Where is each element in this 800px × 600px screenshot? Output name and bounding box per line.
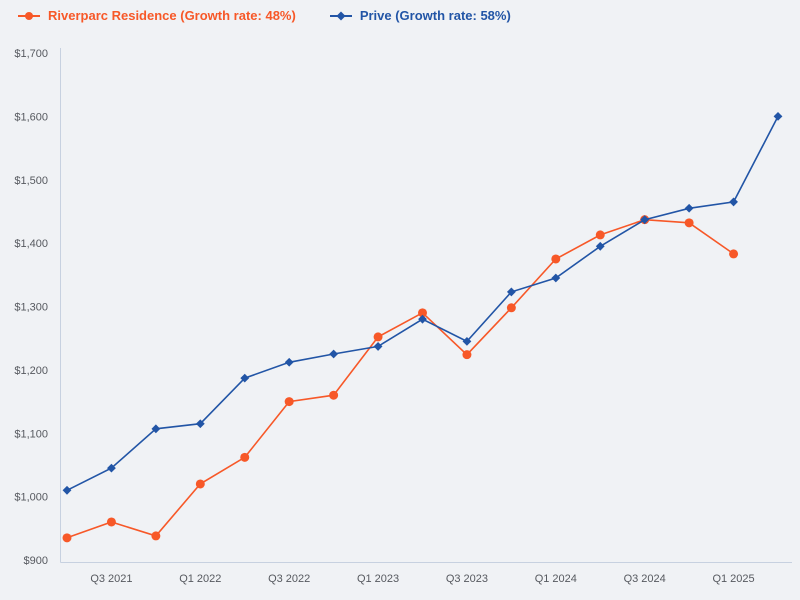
series-riverparc-residence-point	[195, 479, 205, 489]
chart-legend: Riverparc Residence (Growth rate: 48%) P…	[18, 8, 511, 23]
series-prive-point	[62, 485, 72, 495]
series-prive-point	[418, 314, 427, 324]
y-tick-label: $1,200	[14, 365, 48, 377]
series-riverparc-residence-point	[729, 249, 739, 259]
series-prive-point	[640, 215, 650, 225]
series-riverparc-residence-point	[106, 517, 116, 527]
series-riverparc-residence-point	[151, 531, 161, 541]
series-prive-point	[506, 287, 516, 297]
series-prive-line	[66, 116, 779, 492]
series-riverparc-residence-point	[284, 397, 294, 407]
y-tick-label: $1,100	[14, 428, 48, 440]
diamond-marker-icon	[329, 11, 352, 20]
x-tick-label: Q1 2023	[357, 573, 399, 585]
series-riverparc-residence	[62, 215, 739, 543]
x-tick-label: Q3 2021	[90, 573, 132, 585]
y-tick-label: $1,300	[14, 302, 48, 314]
series-prive-point	[195, 419, 205, 429]
x-tick-label: Q1 2025	[712, 573, 754, 585]
series-riverparc-residence-point	[373, 332, 383, 342]
series-riverparc-residence-point	[595, 230, 605, 240]
series-prive-point	[329, 349, 339, 359]
series-prive-point	[773, 111, 783, 121]
series-riverparc-residence-point	[551, 254, 561, 264]
series-prive-point	[462, 336, 472, 346]
series-prive-point	[151, 424, 161, 434]
y-tick-label: $1,500	[14, 175, 48, 187]
series-prive-point	[284, 357, 294, 367]
y-tick-label: $1,000	[14, 492, 48, 504]
series-prive	[62, 111, 783, 495]
x-tick-label: Q3 2023	[446, 573, 488, 585]
y-tick-label: $900	[24, 555, 48, 567]
legend-item-riverparc[interactable]: Riverparc Residence (Growth rate: 48%)	[18, 8, 296, 23]
x-tick-label: Q3 2024	[624, 573, 666, 585]
y-tick-label: $1,700	[14, 48, 48, 60]
legend-label-riverparc: Riverparc Residence (Growth rate: 48%)	[48, 8, 296, 23]
series-prive-point	[551, 273, 561, 283]
circle-marker-icon	[18, 11, 40, 20]
y-tick-label: $1,600	[14, 111, 48, 123]
y-tick-label: $1,400	[14, 238, 48, 250]
series-riverparc-residence-point	[684, 218, 694, 228]
series-prive-point	[684, 203, 694, 213]
series-riverparc-residence-point	[240, 452, 250, 462]
x-tick-label: Q3 2022	[268, 573, 310, 585]
series-riverparc-residence-point	[62, 533, 72, 543]
series-prive-point	[595, 241, 605, 251]
x-tick-label: Q1 2024	[535, 573, 577, 585]
series-prive-point	[240, 373, 250, 383]
series-prive-point	[107, 463, 116, 473]
legend-label-prive: Prive (Growth rate: 58%)	[359, 8, 511, 23]
series-prive-point	[373, 342, 383, 351]
series-riverparc-residence-point	[418, 308, 427, 318]
x-tick-label: Q1 2022	[179, 573, 221, 585]
legend-item-prive[interactable]: Prive (Growth rate: 58%)	[329, 8, 511, 23]
series-riverparc-residence-line	[66, 218, 735, 539]
series-riverparc-residence-point	[329, 390, 339, 400]
series-riverparc-residence-point	[462, 350, 472, 360]
series-prive-point	[729, 197, 738, 207]
series-riverparc-residence-point	[506, 303, 516, 313]
